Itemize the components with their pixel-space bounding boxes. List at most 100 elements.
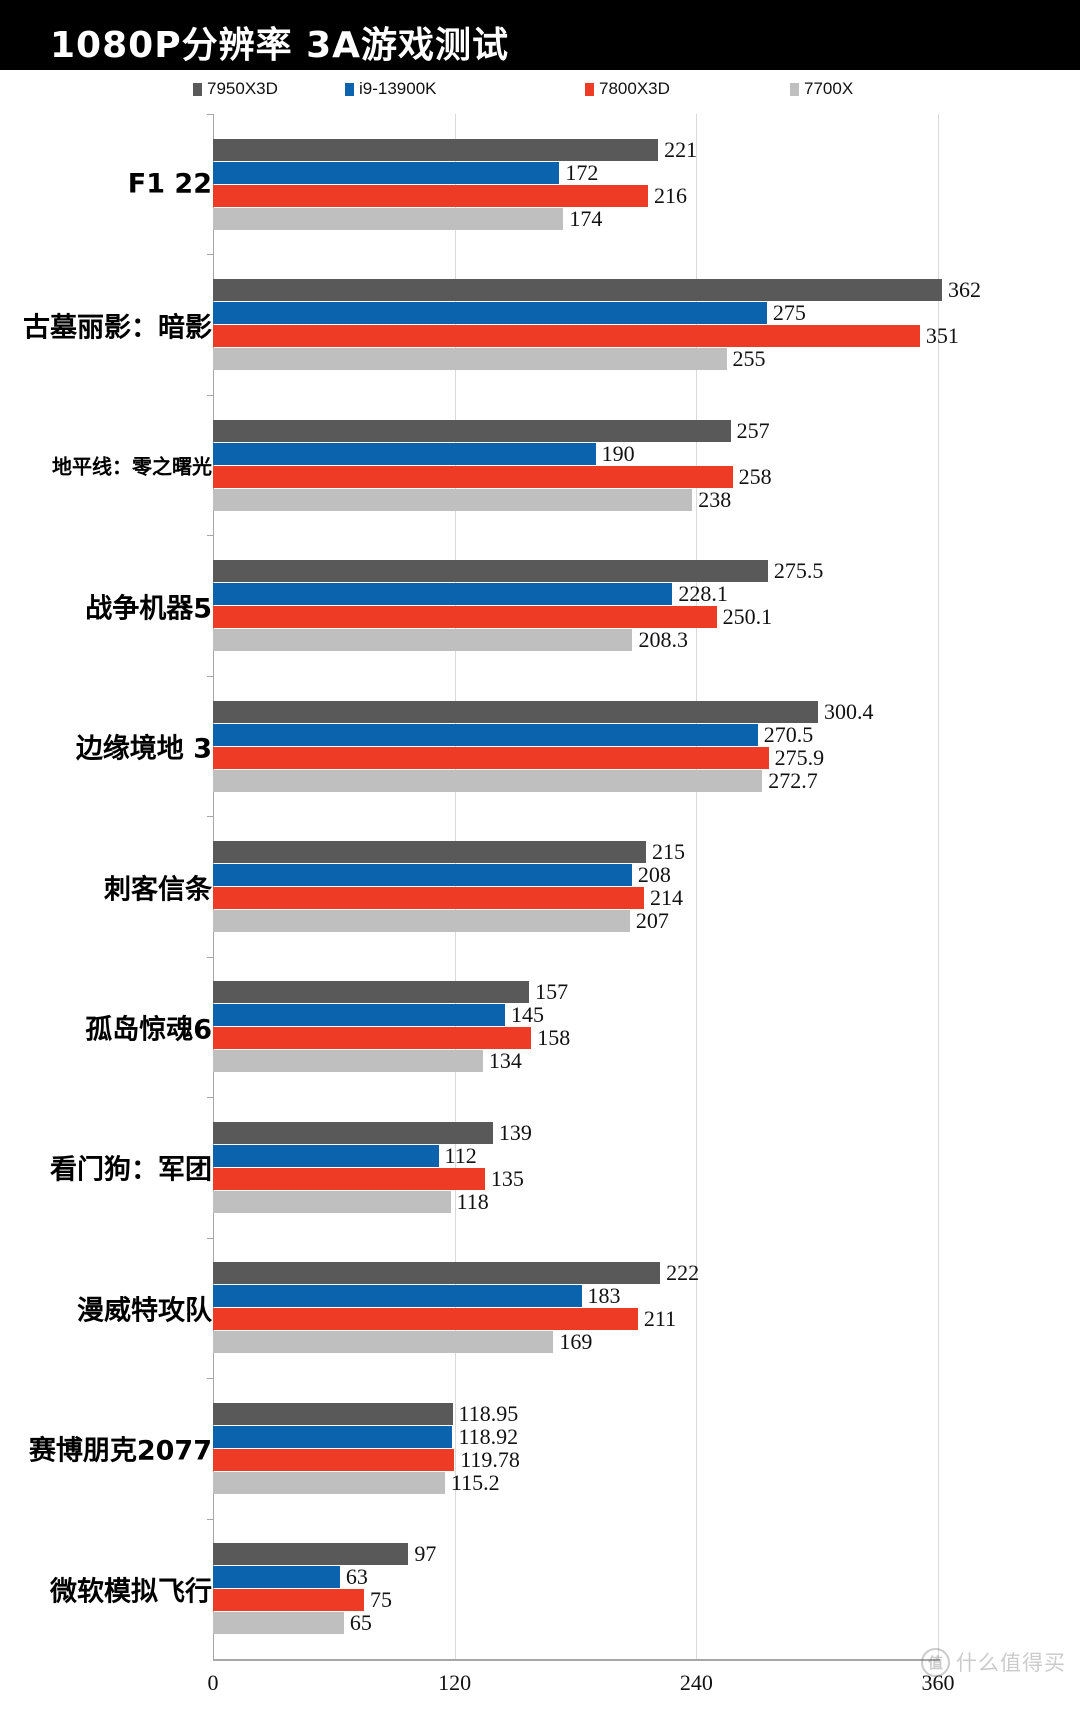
category-label: 刺客信条 xyxy=(104,874,212,905)
legend-item-7950x3d[interactable]: 7950X3D xyxy=(193,78,278,100)
bar-i9-13900k[interactable] xyxy=(213,583,673,606)
category-label: 赛博朋克2077 xyxy=(28,1435,212,1467)
bar-7800x3d[interactable] xyxy=(213,465,733,488)
bar-7700x[interactable] xyxy=(213,1190,451,1213)
bar-value-label: 139 xyxy=(498,1119,532,1145)
bar-i9-13900k[interactable] xyxy=(213,1004,505,1027)
bar-7950x3d[interactable] xyxy=(213,1402,453,1425)
bar-value-label: 351 xyxy=(925,323,959,349)
bar-7950x3d[interactable] xyxy=(213,419,731,442)
bar-7700x[interactable] xyxy=(213,488,693,511)
bar-row: 228.1 xyxy=(213,581,938,606)
x-axis-line xyxy=(213,1659,940,1661)
bar-i9-13900k[interactable] xyxy=(213,723,758,746)
bar-i9-13900k[interactable] xyxy=(213,864,632,886)
bar-7950x3d[interactable] xyxy=(213,1262,661,1285)
bar-value-label: 216 xyxy=(654,182,687,208)
bar-row: 208 xyxy=(213,862,938,887)
category-label: 地平线：零之曙光 xyxy=(52,454,212,479)
bar-i9-13900k[interactable] xyxy=(213,302,767,325)
bar-7700x[interactable] xyxy=(213,1050,483,1073)
bar-7800x3d[interactable] xyxy=(213,1027,532,1050)
bar-7800x3d[interactable] xyxy=(213,1448,455,1471)
y-axis-tick-mark xyxy=(207,1097,214,1099)
bar-row: 275.9 xyxy=(213,744,938,770)
x-gridline xyxy=(696,114,698,1659)
bar-i9-13900k[interactable] xyxy=(213,161,560,184)
y-axis-tick-mark xyxy=(207,1518,214,1520)
bar-7800x3d[interactable] xyxy=(213,1589,365,1612)
bar-row: 183 xyxy=(213,1283,938,1309)
bar-7950x3d[interactable] xyxy=(213,1543,409,1566)
y-axis-tick-mark xyxy=(207,535,214,537)
bar-i9-13900k[interactable] xyxy=(213,1144,439,1167)
legend-item-7700x[interactable]: 7700X xyxy=(790,78,853,100)
bar-i9-13900k[interactable] xyxy=(213,1425,453,1448)
bar-value-label: 362 xyxy=(948,277,982,303)
y-axis-tick-mark xyxy=(207,394,214,396)
bar-7800x3d[interactable] xyxy=(213,1167,485,1190)
x-axis-tick-label: 240 xyxy=(679,1670,713,1695)
x-axis-tick-label: 120 xyxy=(438,1670,472,1695)
bar-7800x3d[interactable] xyxy=(213,1308,638,1331)
bar-value-label: 135 xyxy=(490,1165,524,1191)
bar-value-label: 183 xyxy=(587,1283,621,1309)
bar-7950x3d[interactable] xyxy=(213,981,530,1004)
y-axis-tick-mark xyxy=(207,675,214,677)
bar-7800x3d[interactable] xyxy=(213,184,648,207)
bar-7700x[interactable] xyxy=(213,207,564,230)
bar-value-label: 118.95 xyxy=(458,1400,519,1426)
bar-row: 272.7 xyxy=(213,767,938,793)
bar-7950x3d[interactable] xyxy=(213,560,768,583)
bar-value-label: 255 xyxy=(732,346,766,372)
watermark-logo-icon: 值 xyxy=(921,1647,950,1677)
bar-row: 207 xyxy=(213,908,938,933)
chart-plot: 0 120 240 360 F1 22 221 172 216 174 古墓丽影：暗影 362 275… xyxy=(0,104,1080,1695)
bar-value-label: 119.78 xyxy=(460,1446,520,1472)
bar-value-label: 215 xyxy=(651,839,685,864)
bar-row: 250.1 xyxy=(213,604,938,629)
bar-row: 112 xyxy=(213,1142,938,1168)
bar-7800x3d[interactable] xyxy=(213,887,644,909)
bar-7950x3d[interactable] xyxy=(213,279,943,302)
bar-7800x3d[interactable] xyxy=(213,746,769,769)
bar-7700x[interactable] xyxy=(213,910,630,932)
legend-item-i9-13900k[interactable]: i9-13900K xyxy=(345,78,437,100)
bar-value-label: 75 xyxy=(370,1587,393,1613)
bar-row: 300.4 xyxy=(213,699,938,724)
bar-7700x[interactable] xyxy=(213,1612,344,1635)
category-label: 看门狗：军团 xyxy=(50,1154,212,1186)
bar-value-label: 272.7 xyxy=(768,767,818,793)
bar-row: 145 xyxy=(213,1002,938,1027)
bar-i9-13900k[interactable] xyxy=(213,1566,340,1589)
bar-value-label: 214 xyxy=(649,885,683,910)
bar-7950x3d[interactable] xyxy=(213,700,818,723)
legend-swatch-icon xyxy=(790,82,799,96)
bar-7700x[interactable] xyxy=(213,769,763,792)
bar-7950x3d[interactable] xyxy=(213,1121,493,1144)
title-bar: 1080P分辨率 3A游戏测试 xyxy=(0,0,1080,70)
bar-7700x[interactable] xyxy=(213,1331,554,1354)
bar-row: 65 xyxy=(213,1610,938,1635)
category-label: 孤岛惊魂6 xyxy=(85,1014,212,1046)
bar-7700x[interactable] xyxy=(213,1471,445,1494)
bar-i9-13900k[interactable] xyxy=(213,1285,582,1308)
x-axis-tick-label: 0 xyxy=(207,1670,219,1695)
bar-7700x[interactable] xyxy=(213,629,633,652)
bar-7700x[interactable] xyxy=(213,348,727,371)
bar-value-label: 275.9 xyxy=(774,744,825,770)
bar-7800x3d[interactable] xyxy=(213,325,920,348)
bar-7800x3d[interactable] xyxy=(213,606,717,629)
bar-value-label: 115.2 xyxy=(451,1469,500,1495)
bar-row: 158 xyxy=(213,1025,938,1050)
x-gridline xyxy=(938,114,939,1659)
bar-value-label: 112 xyxy=(444,1142,477,1168)
bar-value-label: 211 xyxy=(643,1306,677,1332)
bar-7950x3d[interactable] xyxy=(213,841,646,863)
bar-7950x3d[interactable] xyxy=(213,138,659,161)
bar-i9-13900k[interactable] xyxy=(213,442,596,465)
y-axis-tick-mark xyxy=(207,254,214,256)
legend-item-7800x3d[interactable]: 7800X3D xyxy=(585,78,670,100)
bar-row: 211 xyxy=(213,1306,938,1332)
bar-row: 190 xyxy=(213,441,938,466)
